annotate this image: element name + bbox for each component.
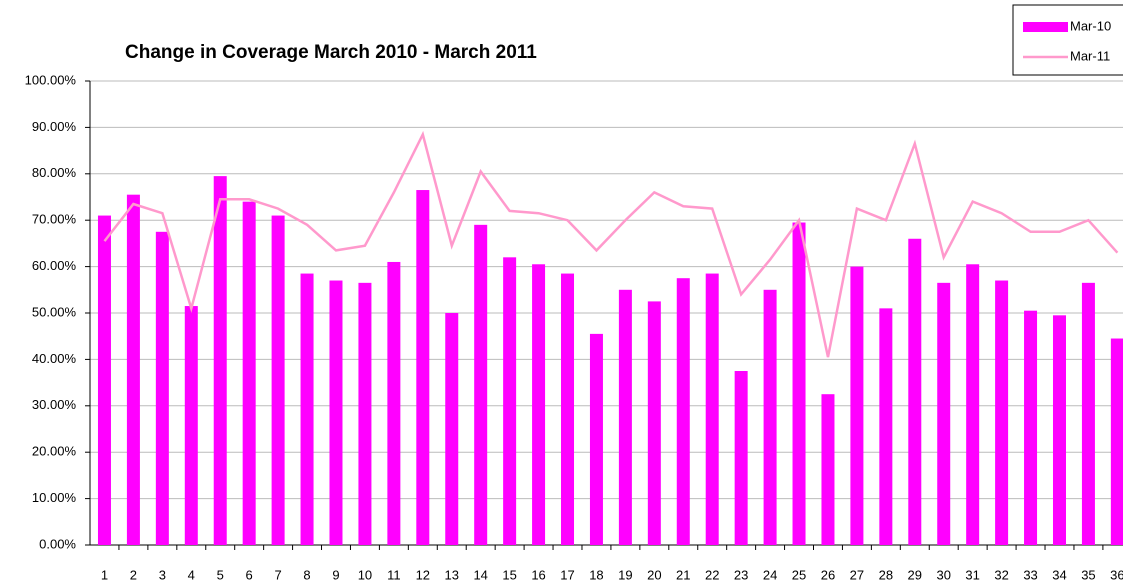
- y-tick-label: 60.00%: [32, 258, 77, 273]
- y-tick-label: 70.00%: [32, 212, 77, 227]
- bar: [300, 273, 314, 545]
- x-tick-label: 14: [473, 567, 487, 582]
- x-tick-label: 25: [792, 567, 806, 582]
- bar: [821, 394, 835, 545]
- bar: [647, 301, 661, 545]
- bar: [1024, 310, 1038, 545]
- x-tick-label: 8: [303, 567, 310, 582]
- bar: [184, 306, 198, 545]
- x-tick-label: 22: [705, 567, 719, 582]
- x-tick-label: 15: [502, 567, 516, 582]
- bar: [908, 238, 922, 545]
- bar: [792, 222, 806, 545]
- bar: [387, 261, 401, 545]
- legend-box: [1012, 4, 1123, 76]
- y-tick-label: 10.00%: [32, 490, 77, 505]
- x-tick-label: 26: [821, 567, 835, 582]
- x-tick-label: 31: [965, 567, 979, 582]
- x-tick-label: 24: [763, 567, 777, 582]
- bar: [1052, 315, 1066, 545]
- bar: [474, 224, 488, 545]
- bar: [242, 201, 256, 545]
- bar: [126, 194, 140, 545]
- bar: [763, 289, 777, 545]
- x-tick-label: 10: [358, 567, 372, 582]
- bar: [618, 289, 632, 545]
- bar: [445, 313, 459, 545]
- y-tick-label: 80.00%: [32, 165, 77, 180]
- bar: [561, 273, 575, 545]
- x-tick-label: 19: [618, 567, 632, 582]
- x-tick-label: 13: [445, 567, 459, 582]
- x-tick-label: 27: [850, 567, 864, 582]
- x-tick-label: 2: [130, 567, 137, 582]
- x-tick-label: 9: [332, 567, 339, 582]
- x-tick-label: 32: [994, 567, 1008, 582]
- x-tick-label: 4: [188, 567, 195, 582]
- y-tick-label: 100.00%: [25, 72, 77, 87]
- bar: [937, 282, 951, 545]
- x-tick-label: 11: [387, 567, 401, 582]
- bar: [850, 266, 864, 545]
- y-tick-label: 30.00%: [32, 397, 77, 412]
- x-tick-label: 34: [1052, 567, 1066, 582]
- bar: [503, 257, 517, 545]
- x-tick-label: 5: [217, 567, 224, 582]
- x-tick-label: 20: [647, 567, 661, 582]
- x-tick-label: 6: [246, 567, 253, 582]
- bar: [966, 264, 980, 545]
- bar: [271, 215, 285, 545]
- chart-title: Change in Coverage March 2010 - March 20…: [125, 42, 537, 63]
- x-tick-label: 30: [936, 567, 950, 582]
- bar: [1081, 282, 1095, 545]
- legend-label: Mar-11: [1070, 48, 1110, 63]
- x-tick-label: 16: [531, 567, 545, 582]
- x-tick-label: 12: [416, 567, 430, 582]
- y-tick-label: 90.00%: [32, 119, 77, 134]
- x-tick-label: 1: [101, 567, 108, 582]
- legend-label: Mar-10: [1070, 18, 1111, 33]
- x-tick-label: 3: [159, 567, 166, 582]
- y-tick-label: 50.00%: [32, 304, 77, 319]
- bar: [416, 190, 430, 546]
- line: [103, 130, 1119, 358]
- bar: [995, 280, 1009, 545]
- x-tick-label: 7: [274, 567, 281, 582]
- bar: [589, 333, 603, 545]
- bar: [676, 278, 690, 545]
- x-tick-label: 29: [908, 567, 922, 582]
- y-tick-label: 20.00%: [32, 444, 77, 459]
- x-tick-label: 35: [1081, 567, 1095, 582]
- bar: [532, 264, 546, 545]
- y-tick-label: 40.00%: [32, 351, 77, 366]
- x-tick-label: 17: [560, 567, 574, 582]
- bar: [329, 280, 343, 545]
- bar: [155, 231, 169, 546]
- bar: [734, 371, 748, 545]
- bar: [97, 215, 111, 545]
- bar: [1110, 338, 1123, 545]
- bar: [358, 282, 372, 545]
- x-tick-label: 33: [1023, 567, 1037, 582]
- x-tick-label: 28: [879, 567, 893, 582]
- x-tick-label: 21: [676, 567, 690, 582]
- bar: [879, 308, 893, 545]
- bar: [213, 176, 227, 545]
- bar: [705, 273, 719, 545]
- x-tick-label: 18: [589, 567, 603, 582]
- x-tick-label: 23: [734, 567, 748, 582]
- x-tick-label: 36: [1110, 567, 1123, 582]
- y-tick-label: 0.00%: [39, 536, 76, 551]
- legend-swatch: [1023, 22, 1068, 32]
